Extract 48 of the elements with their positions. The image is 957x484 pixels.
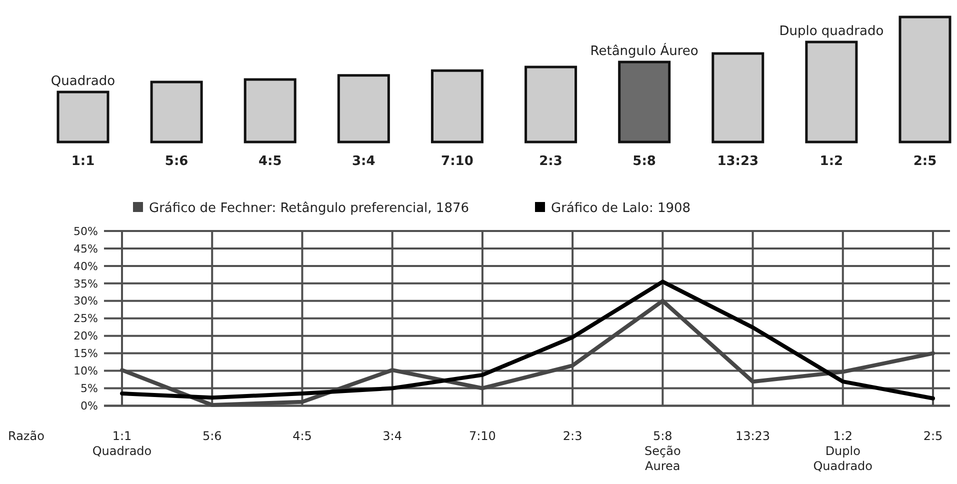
bar [150,80,203,144]
bar [712,52,764,144]
x-tick-label: 5:6 [164,154,188,169]
legend-label: Gráfico de Lalo: 1908 [551,201,691,216]
annotation: Quadrado [50,74,116,89]
y-tick-label: 30% [74,294,98,308]
bar [56,90,110,144]
x-axis-title: Razão [8,429,44,443]
x-tick-label: 3:4 [382,429,402,443]
bar [618,60,671,144]
x-tick-label: 4:5 [292,429,312,443]
annotation: Duplo quadrado [779,24,884,39]
bar [337,74,390,144]
x-tick-label: 1:1 [71,154,95,169]
y-tick-label: 40% [74,260,98,273]
y-tick-label: 0% [80,400,98,413]
annotation: Retângulo Áureo [590,42,698,59]
x-tick-label: 2:5 [913,154,937,169]
line-series [120,280,935,400]
x-tick-label: 1:2 [820,154,844,169]
x-tick-label: 3:4 [352,154,376,169]
x-tick-label: 1:1 Quadrado [92,429,152,458]
y-tick-label: 50% [74,224,98,238]
x-tick-label: 13:23 [735,429,770,443]
legend-label: Gráfico de Fechner: Retângulo preferencial, 1876 [149,201,470,216]
x-tick-label: 5:8 [632,154,656,169]
x-tick-label: 13:23 [717,154,759,169]
x-tick-label: 4:5 [258,154,282,169]
bar [898,16,952,144]
bar [244,78,296,144]
y-tick-label: 35% [74,277,98,290]
x-tick-label: 7:10 [441,154,474,169]
x-tick-label: 2:3 [539,154,562,169]
x-tick-label: 1:2 Duplo Quadrado [813,429,873,473]
bar [430,69,484,144]
bar [524,66,578,144]
y-tick-label: 45% [74,242,98,256]
x-tick-label: 7:10 [468,429,496,443]
y-tick-label: 5% [80,382,98,396]
x-tick-label: 2:5 [923,429,943,443]
y-tick-label: 25% [74,312,98,326]
y-tick-label: 20% [74,330,98,343]
x-tick-label: 5:8 Seção Aurea [644,429,681,473]
x-tick-label: 2:3 [562,429,582,443]
y-tick-label: 15% [74,347,98,360]
y-tick-label: 10% [74,364,98,378]
x-tick-label: 5:6 [202,429,222,443]
bar [805,40,858,144]
